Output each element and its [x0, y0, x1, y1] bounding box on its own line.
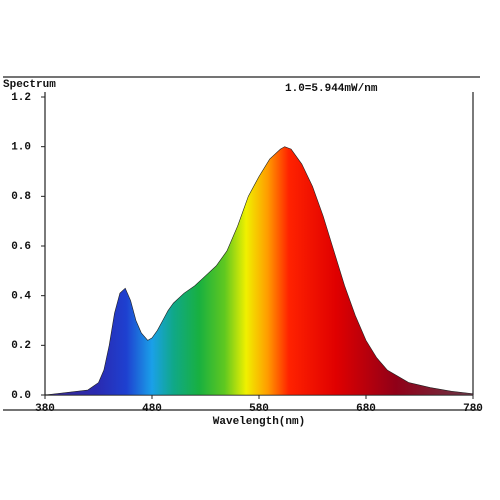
x-tick-label: 480 [142, 403, 162, 415]
annotation: 1.0=5.944mW/nm [285, 83, 378, 95]
spectrum-area [44, 146, 474, 396]
y-tick-label: 0.4 [11, 291, 31, 303]
x-tick-label: 780 [463, 403, 483, 415]
x-tick-label: 680 [356, 403, 376, 415]
y-tick-label: 1.2 [11, 92, 31, 104]
y-tick-label: 0.6 [11, 241, 31, 253]
y-tick-label: 1.0 [11, 142, 31, 154]
x-tick-label: 380 [35, 403, 55, 415]
chart-title: Spectrum [3, 79, 56, 91]
y-tick-label: 0.0 [11, 390, 31, 402]
x-axis-label: Wavelength(nm) [213, 416, 305, 428]
x-tick-label: 580 [249, 403, 269, 415]
y-tick-label: 0.8 [11, 191, 31, 203]
y-tick-label: 0.2 [11, 340, 31, 352]
